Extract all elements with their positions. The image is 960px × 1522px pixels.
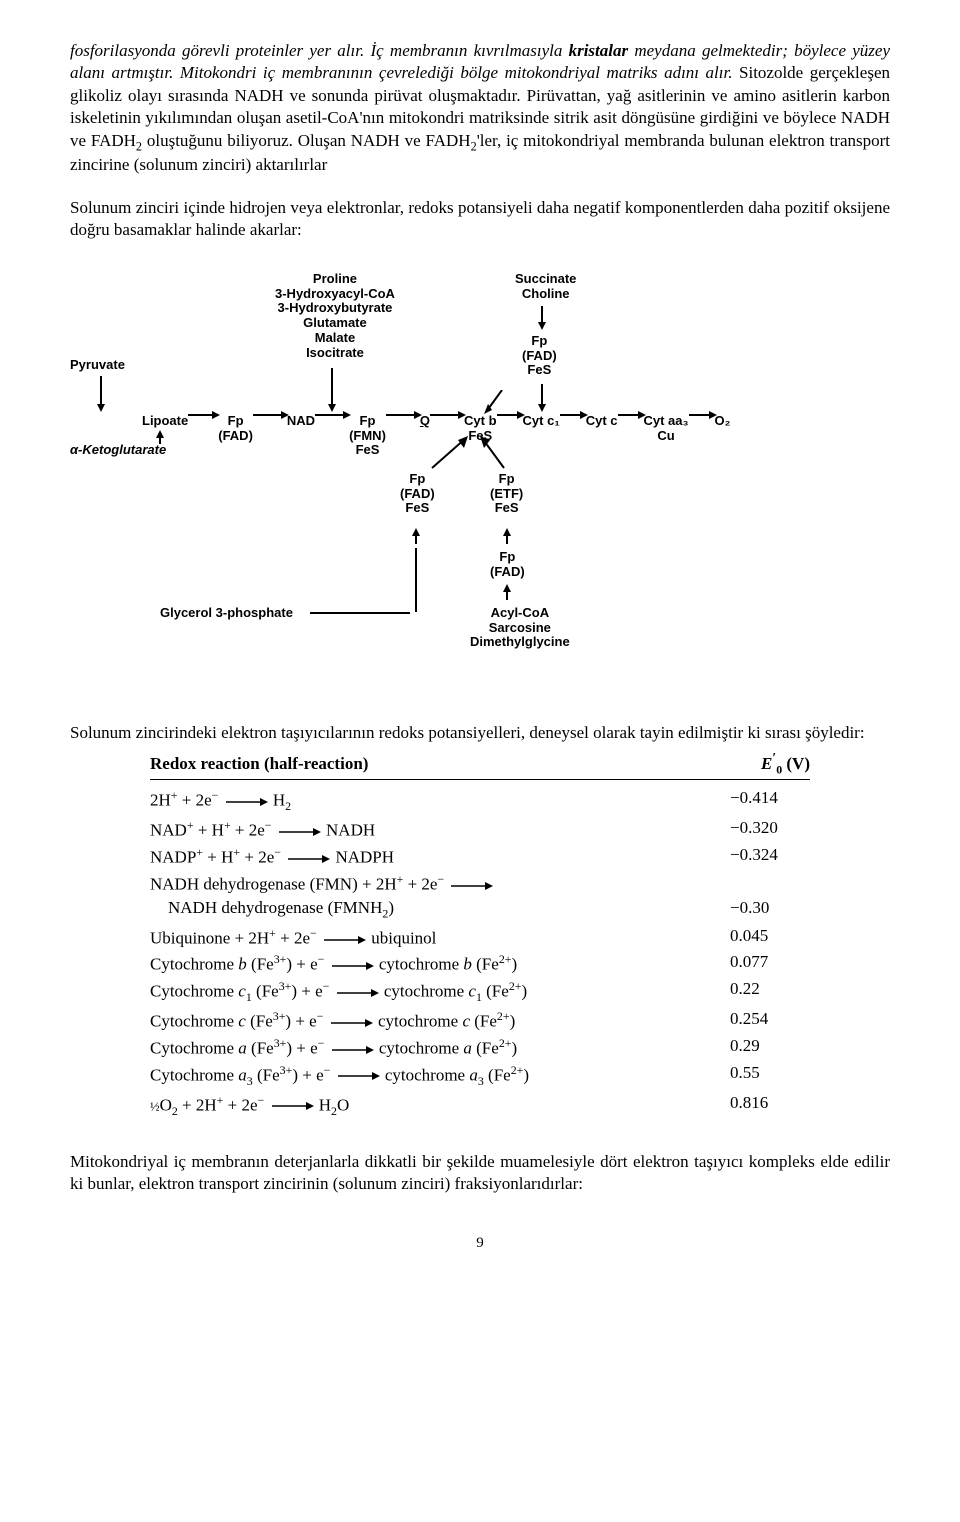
nad-inputs: Proline3-Hydroxyacyl-CoA3-Hydroxybutyrat… [275, 272, 395, 362]
redox-row: 2H+ + 2e− H2−0.414 [150, 786, 810, 816]
paragraph-2: Solunum zinciri içinde hidrojen veya ele… [70, 197, 890, 242]
redox-row: NADH dehydrogenase (FMN) + 2H+ + 2e− [150, 870, 810, 897]
fp-fmn-node: Fp(FMN)FeS [349, 414, 386, 459]
fp-fad-node: Fp(FAD) [218, 414, 253, 444]
fp-fad-fes-above: Fp (FAD) FeS [522, 334, 557, 379]
fp-fad-bottom: Fp(FAD) [490, 550, 525, 580]
redox-row: NADP+ + H+ + 2e− NADPH−0.324 [150, 843, 810, 870]
cytc-node: Cyt c [586, 414, 618, 429]
redox-header-left: Redox reaction (half-reaction) [150, 754, 368, 777]
paragraph-3: Solunum zincirindeki elektron taşıyıcıla… [70, 722, 890, 744]
cytc1-node: Cyt c₁ [523, 414, 560, 429]
bottom-inputs: Acyl-CoASarcosineDimethylglycine [470, 606, 570, 651]
redox-header-right: E′0 (V) [761, 754, 810, 777]
q-inputs: SuccinateCholine [515, 272, 576, 302]
redox-row: Cytochrome a (Fe3+) + e− cytochrome a (F… [150, 1034, 810, 1061]
redox-row: NAD+ + H+ + 2e− NADH−0.320 [150, 816, 810, 843]
glycerol-label: Glycerol 3-phosphate [160, 606, 293, 621]
redox-row: Cytochrome c1 (Fe3+) + e− cytochrome c1 … [150, 977, 810, 1007]
redox-table: Redox reaction (half-reaction) E′0 (V) 2… [150, 754, 810, 1121]
redox-row: NADH dehydrogenase (FMNH2)−0.30 [150, 896, 810, 923]
redox-row: Cytochrome a3 (Fe3+) + e− cytochrome a3 … [150, 1061, 810, 1091]
alpha-ketoglutarate-label: α-Ketoglutarate [70, 442, 166, 457]
pyruvate-label: Pyruvate [70, 358, 125, 373]
fp-etf-fes-below-right: Fp (ETF) FeS [490, 472, 523, 517]
fp-fad-fes-below-left: Fp (FAD) FeS [400, 472, 435, 517]
electron-transport-diagram: Proline3-Hydroxyacyl-CoA3-Hydroxybutyrat… [70, 272, 890, 682]
page-number: 9 [70, 1235, 890, 1252]
lipoate-node: Lipoate [142, 414, 188, 429]
redox-row: Ubiquinone + 2H+ + 2e− ubiquinol0.045 [150, 924, 810, 951]
redox-row: Cytochrome c (Fe3+) + e− cytochrome c (F… [150, 1007, 810, 1034]
redox-row: Cytochrome b (Fe3+) + e− cytochrome b (F… [150, 950, 810, 977]
redox-row: ½O2 + 2H+ + 2e− H2O0.816 [150, 1091, 810, 1121]
nad-node: NAD [287, 414, 315, 429]
o2-node: O₂ [715, 414, 731, 429]
paragraph-1: fosforilasyonda görevli proteinler yer a… [70, 40, 890, 177]
cytaa3-node: Cyt aa₃Cu [644, 414, 689, 444]
paragraph-4: Mitokondriyal iç membranın deterjanlarla… [70, 1151, 890, 1196]
